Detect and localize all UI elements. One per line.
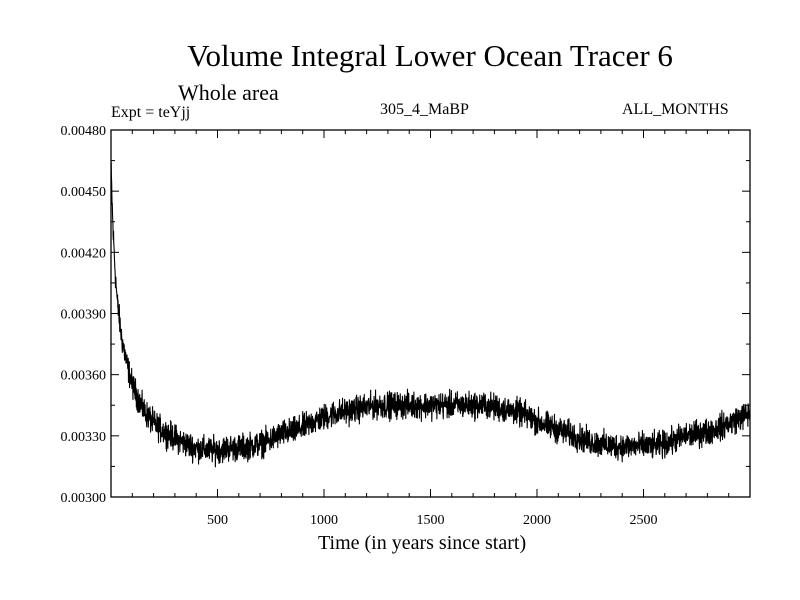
run-label: 305_4_MaBP [380,101,469,118]
x-tick-label: 500 [207,513,228,528]
period-label: ALL_MONTHS [622,101,729,118]
chart-title: Volume Integral Lower Ocean Tracer 6 [187,38,673,73]
plot-frame [110,129,751,498]
y-tick-label: 0.00420 [61,246,107,261]
x-tick-label: 1500 [417,513,445,528]
experiment-label: Expt = teYjj [111,104,191,121]
y-tick-label: 0.00450 [61,185,107,200]
x-axis-label: Time (in years since start) [318,532,527,554]
x-tick-label: 2500 [630,513,658,528]
y-tick-label: 0.00390 [61,308,107,323]
y-tick-label: 0.00360 [61,369,107,384]
y-tick-label: 0.00300 [61,491,107,506]
chart-subtitle: Whole area [178,80,279,105]
x-tick-label: 1000 [310,513,338,528]
y-tick-label: 0.00480 [61,124,107,139]
x-tick-label: 2000 [523,513,551,528]
y-tick-label: 0.00330 [61,430,107,445]
chart-marks: 0.00300 0.00330 0.00360 0.00390 0.00420 0.004… [61,124,751,528]
series-line-0 [110,162,751,468]
